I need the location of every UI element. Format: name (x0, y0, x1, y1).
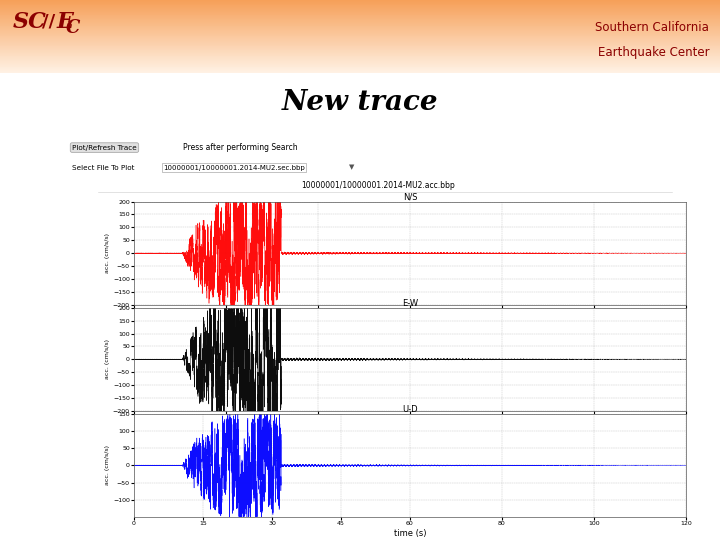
Bar (0, 44, 720, 45)
Bar (0, 59, 720, 60)
Bar (0, 51, 720, 52)
X-axis label: time (s): time (s) (394, 529, 426, 538)
Text: ▼: ▼ (349, 165, 354, 171)
Bar (0, 32, 720, 33)
Bar (0, 30, 720, 31)
Bar (0, 21, 720, 22)
Bar (0, 42, 720, 43)
Text: 10000001/10000001.2014-MU2.acc.bbp: 10000001/10000001.2014-MU2.acc.bbp (302, 181, 455, 190)
Bar (0, 64, 720, 65)
Bar (0, 23, 720, 24)
Bar (0, 10, 720, 11)
Bar (0, 46, 720, 48)
Bar (0, 54, 720, 55)
Bar (0, 36, 720, 37)
Text: //: // (42, 13, 55, 31)
Bar (0, 11, 720, 12)
Bar (0, 4, 720, 5)
Text: Earthquake Center: Earthquake Center (598, 46, 709, 59)
Bar (0, 56, 720, 57)
Bar (0, 49, 720, 50)
Title: U-D: U-D (402, 404, 418, 414)
Bar (0, 68, 720, 69)
Bar (0, 8, 720, 9)
Bar (0, 18, 720, 19)
Bar (0, 50, 720, 51)
Bar (0, 70, 720, 71)
Bar (0, 12, 720, 13)
Bar (0, 26, 720, 28)
Bar (0, 43, 720, 44)
Y-axis label: acc. (cm/s/s): acc. (cm/s/s) (105, 339, 110, 380)
Bar (0, 53, 720, 54)
Bar (0, 38, 720, 39)
Bar (0, 63, 720, 64)
Bar (0, 48, 720, 49)
Bar (0, 40, 720, 41)
Text: 10000001/10000001.2014-MU2.sec.bbp: 10000001/10000001.2014-MU2.sec.bbp (163, 165, 305, 171)
Bar (0, 0, 720, 1)
Bar (0, 31, 720, 32)
Bar (0, 2, 720, 3)
Bar (0, 52, 720, 53)
Bar (0, 15, 720, 16)
Title: E-W: E-W (402, 299, 418, 308)
Bar (0, 6, 720, 7)
Bar (0, 45, 720, 46)
Bar (0, 65, 720, 66)
Bar (0, 20, 720, 21)
Bar (0, 14, 720, 15)
Bar (0, 13, 720, 14)
Bar (0, 9, 720, 10)
Text: Press after performing Search: Press after performing Search (183, 143, 297, 152)
Bar (0, 33, 720, 35)
Bar (0, 24, 720, 25)
Text: New trace: New trace (282, 89, 438, 116)
Bar (0, 58, 720, 59)
Text: SC: SC (13, 11, 47, 33)
Bar (0, 1, 720, 2)
Bar (0, 39, 720, 40)
Bar (0, 19, 720, 20)
Bar (0, 61, 720, 62)
Text: Southern California: Southern California (595, 21, 709, 34)
Bar (0, 28, 720, 29)
Bar (0, 41, 720, 42)
Bar (0, 3, 720, 4)
Bar (0, 17, 720, 18)
Text: E: E (56, 11, 73, 33)
Bar (0, 16, 720, 17)
Bar (0, 55, 720, 56)
Bar (0, 29, 720, 30)
Text: Select File To Plot: Select File To Plot (72, 165, 135, 171)
Bar (0, 69, 720, 70)
Title: N/S: N/S (402, 192, 417, 201)
Y-axis label: acc. (cm/s/s): acc. (cm/s/s) (105, 446, 110, 485)
Bar (0, 25, 720, 26)
Y-axis label: acc. (cm/s/s): acc. (cm/s/s) (105, 233, 110, 273)
Bar (0, 60, 720, 61)
Bar (0, 62, 720, 63)
Bar (0, 37, 720, 38)
Bar (0, 57, 720, 58)
Bar (0, 5, 720, 6)
Bar (0, 72, 720, 73)
Bar (0, 22, 720, 23)
Text: Plot/Refresh Trace: Plot/Refresh Trace (72, 145, 137, 151)
Bar (0, 66, 720, 68)
Bar (0, 71, 720, 72)
Bar (0, 35, 720, 36)
Bar (0, 7, 720, 8)
Text: C: C (66, 19, 81, 37)
